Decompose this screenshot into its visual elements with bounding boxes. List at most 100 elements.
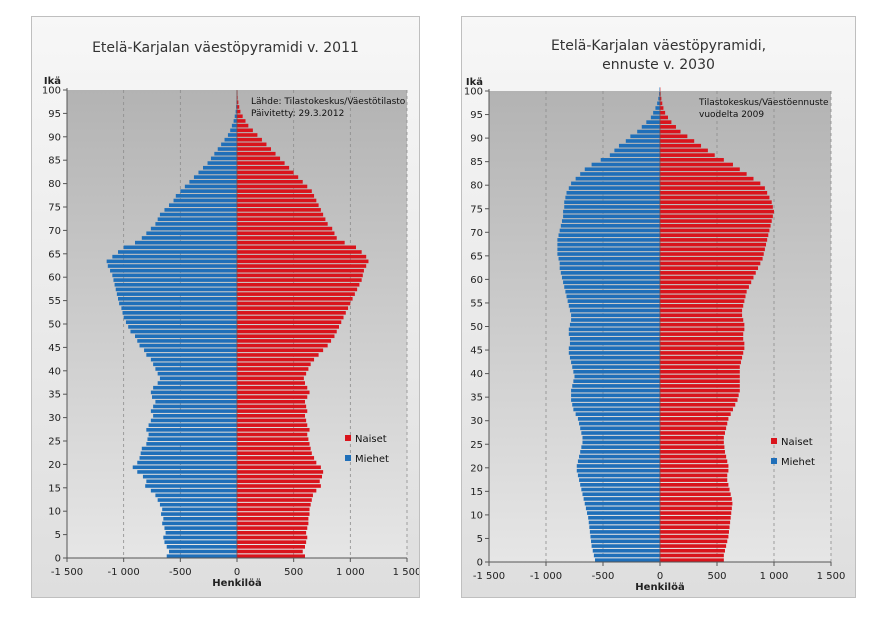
bar-women bbox=[237, 456, 315, 460]
bar-women bbox=[237, 128, 253, 133]
bar-men bbox=[233, 119, 237, 123]
bar-men bbox=[166, 545, 237, 549]
y-tick-label: 5 bbox=[477, 534, 483, 545]
bar-men bbox=[118, 296, 237, 301]
bar-men bbox=[561, 219, 660, 223]
bar-men bbox=[122, 311, 237, 315]
bar-men bbox=[572, 384, 660, 388]
y-tick-label: 55 bbox=[470, 298, 483, 309]
bar-men bbox=[180, 189, 237, 193]
bar-men bbox=[144, 348, 237, 353]
bar-women bbox=[660, 125, 676, 129]
y-tick-label: 40 bbox=[48, 366, 61, 377]
y-tick-label: 95 bbox=[470, 110, 483, 121]
bar-women bbox=[660, 487, 730, 492]
bar-women bbox=[660, 304, 744, 308]
bar-men bbox=[559, 228, 660, 233]
y-tick-label: 20 bbox=[48, 460, 61, 471]
bar-men bbox=[114, 282, 237, 287]
bar-women bbox=[660, 431, 725, 435]
bar-women bbox=[237, 245, 356, 250]
bar-men bbox=[203, 165, 237, 170]
x-tick-label: 0 bbox=[657, 571, 663, 582]
bar-men bbox=[141, 446, 237, 451]
bar-men bbox=[573, 369, 660, 374]
bar-women bbox=[237, 301, 351, 306]
bar-women bbox=[660, 110, 666, 115]
bar-women bbox=[237, 142, 267, 147]
bar-women bbox=[237, 357, 315, 362]
bar-women bbox=[237, 231, 335, 236]
bar-men bbox=[560, 271, 660, 275]
bar-women bbox=[660, 313, 743, 318]
bar-women bbox=[237, 390, 310, 395]
bar-men bbox=[152, 395, 237, 399]
bar-women bbox=[237, 217, 326, 222]
bar-women bbox=[237, 432, 308, 437]
legend-label: Miehet bbox=[781, 457, 815, 468]
bar-women bbox=[660, 242, 767, 247]
bar-women bbox=[237, 156, 281, 161]
bar-men bbox=[148, 423, 237, 427]
y-tick-label: 25 bbox=[48, 437, 61, 448]
bar-women bbox=[237, 226, 333, 231]
bar-women bbox=[660, 299, 745, 303]
bar-men bbox=[600, 158, 660, 162]
bar-men bbox=[169, 203, 237, 207]
bar-men bbox=[125, 320, 237, 324]
bar-women bbox=[237, 151, 276, 156]
bar-men bbox=[568, 304, 660, 308]
bar-women bbox=[660, 261, 761, 266]
x-tick-label: 500 bbox=[707, 571, 726, 582]
bar-men bbox=[571, 388, 660, 393]
bar-men bbox=[162, 521, 237, 526]
bar-women bbox=[237, 109, 241, 114]
bar-women bbox=[237, 479, 320, 484]
bar-women bbox=[237, 502, 311, 507]
bar-men bbox=[140, 451, 237, 456]
bar-men bbox=[132, 465, 237, 470]
bar-women bbox=[660, 167, 740, 172]
legend-label: Miehet bbox=[355, 454, 389, 465]
bar-women bbox=[660, 115, 668, 120]
bar-women bbox=[237, 147, 271, 151]
bar-women bbox=[660, 515, 731, 520]
bar-men bbox=[145, 484, 237, 488]
y-axis-label: Ikä bbox=[44, 76, 61, 87]
legend-swatch bbox=[771, 458, 777, 464]
bar-men bbox=[150, 418, 237, 423]
bar-men bbox=[147, 437, 237, 441]
bar-women bbox=[660, 285, 749, 289]
bar-women bbox=[660, 369, 740, 374]
bar-men bbox=[164, 540, 237, 544]
bar-women bbox=[237, 325, 339, 329]
y-tick-label: 5 bbox=[55, 530, 61, 541]
bar-women bbox=[660, 388, 740, 393]
y-tick-label: 100 bbox=[42, 86, 61, 97]
bar-women bbox=[237, 353, 319, 357]
y-tick-label: 20 bbox=[470, 463, 483, 474]
bar-men bbox=[189, 179, 237, 184]
bar-women bbox=[237, 521, 309, 526]
bar-men bbox=[582, 435, 660, 440]
bar-women bbox=[660, 153, 715, 157]
bar-women bbox=[660, 548, 725, 553]
bar-men bbox=[569, 355, 660, 360]
bar-women bbox=[660, 181, 761, 186]
bar-men bbox=[559, 266, 660, 270]
bar-women bbox=[660, 501, 733, 506]
bar-women bbox=[660, 426, 727, 431]
bar-men bbox=[198, 170, 237, 175]
bar-women bbox=[660, 247, 765, 252]
bar-women bbox=[660, 223, 771, 228]
bar-women bbox=[660, 205, 773, 209]
bar-women bbox=[237, 488, 317, 493]
bar-women bbox=[237, 549, 303, 554]
bar-women bbox=[237, 179, 303, 184]
bar-men bbox=[146, 479, 237, 484]
bar-men bbox=[657, 101, 660, 106]
bar-women bbox=[660, 275, 754, 280]
bar-women bbox=[660, 351, 744, 355]
y-tick-label: 65 bbox=[48, 249, 61, 260]
bar-men bbox=[564, 200, 660, 205]
